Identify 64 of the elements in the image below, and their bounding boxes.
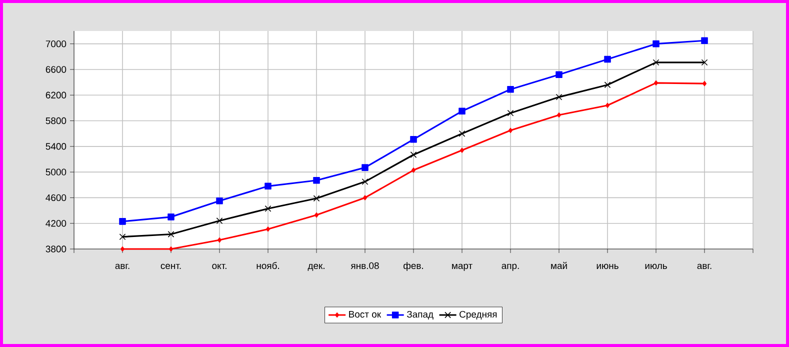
point (701, 59, 708, 66)
point (264, 182, 272, 190)
x-tick-label: май (551, 262, 567, 270)
x-tick-label: апр. (502, 264, 519, 271)
y-tick-label: 6600 (46, 66, 66, 73)
point (458, 130, 466, 137)
point (168, 214, 174, 220)
point (654, 80, 658, 86)
point (119, 234, 126, 240)
point (217, 237, 222, 243)
point (507, 110, 514, 116)
point (119, 218, 126, 225)
legend-label: Запад (406, 310, 434, 320)
y-tick-label: 4600 (46, 194, 66, 202)
point (168, 246, 174, 252)
point (652, 40, 660, 48)
point (604, 56, 611, 63)
point (216, 218, 223, 224)
legend-label: Вост ок (349, 311, 382, 318)
x-tick-label: июль (645, 264, 667, 270)
point (702, 80, 707, 86)
point (410, 152, 417, 158)
point (460, 148, 464, 153)
point (556, 94, 562, 100)
point (313, 177, 320, 184)
y-tick-label: 4200 (46, 220, 66, 227)
point (411, 168, 416, 173)
point (605, 102, 610, 108)
point (216, 198, 223, 204)
point (508, 128, 513, 133)
y-tick-label: 5400 (46, 143, 66, 150)
y-tick-label: 3800 (46, 246, 66, 252)
point (362, 178, 368, 185)
x-tick-label: нояб. (256, 262, 279, 270)
point (556, 71, 562, 78)
x-tick-label: авг. (115, 264, 130, 270)
point (458, 108, 466, 115)
point (410, 136, 417, 143)
x-tick-label: сент. (160, 264, 181, 270)
point (362, 164, 368, 171)
x-tick-label: окт. (212, 264, 226, 270)
point (264, 205, 272, 212)
legend-label: Средняя (460, 310, 497, 320)
x-tick-label: июнь (596, 264, 618, 270)
y-tick-label: 7000 (46, 40, 66, 48)
point (652, 59, 660, 66)
x-tick-label: фев. (404, 262, 423, 271)
point (556, 112, 562, 118)
x-tick-label: март (452, 264, 472, 271)
point (314, 212, 319, 218)
point (507, 86, 514, 93)
y-tick-label: 5000 (46, 168, 66, 176)
point (120, 246, 125, 252)
x-tick-label: авг. (697, 264, 712, 270)
point (701, 37, 708, 44)
point (604, 82, 611, 88)
x-tick-label: янв.08 (350, 262, 379, 270)
y-tick-label: 5800 (46, 117, 66, 124)
point (362, 195, 368, 200)
point (266, 226, 270, 232)
point (313, 195, 320, 202)
y-tick-label: 6200 (46, 92, 66, 98)
x-tick-label: дек. (308, 264, 324, 271)
point (168, 231, 174, 238)
